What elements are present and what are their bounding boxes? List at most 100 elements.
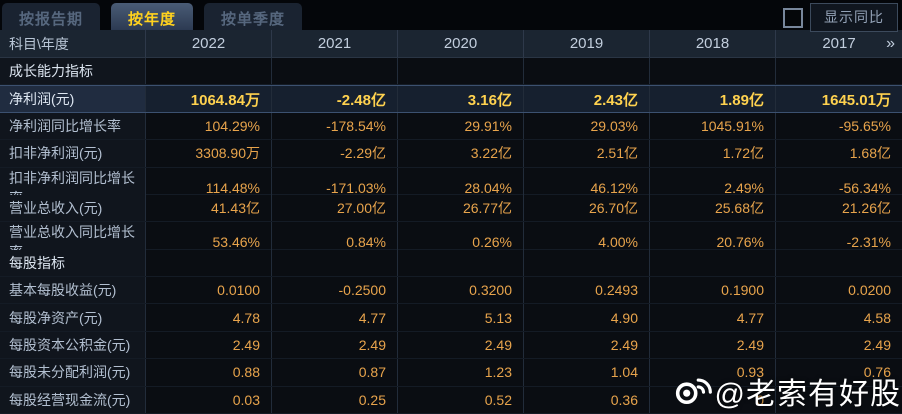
cell-value: 2.51亿 xyxy=(524,140,650,167)
cell-value: 0.3200 xyxy=(398,277,524,304)
cell-value: 20.76% xyxy=(650,222,776,263)
cell-value: -2.48亿 xyxy=(272,86,398,112)
cell-value: 25.68亿 xyxy=(650,194,776,222)
table-row[interactable]: 每股未分配利润(元) 0.88 0.87 1.23 1.04 0.93 0.76 xyxy=(0,359,902,387)
tab-by-year[interactable]: 按年度 xyxy=(111,3,194,30)
section-label: 成长能力指标 xyxy=(0,58,146,85)
cell-value: 53.46% xyxy=(146,222,272,263)
cell-value: -95.65% xyxy=(838,117,891,134)
row-label: 每股未分配利润(元) xyxy=(0,359,146,386)
table-row[interactable]: 基本每股收益(元) 0.0100 -0.2500 0.3200 0.2493 0… xyxy=(0,277,902,305)
cell-value xyxy=(776,387,902,413)
cell-value: 4.90 xyxy=(524,304,650,331)
cell-value: 1045.91% xyxy=(650,112,776,140)
cell-value: 0.2493 xyxy=(524,277,650,304)
cell-value: 0.1900 xyxy=(650,277,776,304)
cell-value: 21.26亿 xyxy=(841,200,891,217)
cell-value: 114.48% xyxy=(146,167,272,208)
cell-value: 41.43亿 xyxy=(146,194,272,222)
cell-value: 0 xyxy=(650,386,776,413)
cell-value: 1.68亿 xyxy=(849,145,891,162)
cell-value: 0.76 xyxy=(863,364,891,381)
table-row[interactable]: 扣非净利润同比增长率 114.48% -171.03% 28.04% 46.12… xyxy=(0,167,902,208)
col-header-2022: 2022 xyxy=(146,30,272,57)
cell-value: 5.13 xyxy=(398,304,524,331)
cell-value: 1.23 xyxy=(398,359,524,386)
cell-value: -0.2500 xyxy=(272,277,398,304)
cell-value: 0.0100 xyxy=(146,277,272,304)
cell-value: 0.87 xyxy=(272,359,398,386)
row-label: 基本每股收益(元) xyxy=(0,277,146,304)
show-yoy-label[interactable]: 显示同比 xyxy=(810,3,898,32)
cell-value: 4.58 xyxy=(863,309,891,326)
cell-value: 0.03 xyxy=(146,386,272,413)
cell-value: 1645.01万 xyxy=(821,91,891,109)
cell-value: 26.77亿 xyxy=(398,194,524,222)
corner-header: 科目\年度 xyxy=(0,30,146,57)
scroll-more-years-icon[interactable]: » xyxy=(886,34,895,52)
cell-value: 0.25 xyxy=(272,386,398,413)
cell-value: 2.49 xyxy=(398,331,524,359)
row-label: 净利润(元) xyxy=(0,86,146,112)
col-header-2021: 2021 xyxy=(272,30,398,57)
row-label: 每股资本公积金(元) xyxy=(0,331,146,359)
cell-value: 2.49 xyxy=(863,336,891,353)
cell-value: 0.52 xyxy=(398,386,524,413)
table-row[interactable]: 净利润同比增长率 104.29% -178.54% 29.91% 29.03% … xyxy=(0,112,902,141)
cell-value: 0.88 xyxy=(146,359,272,386)
col-header-2017-label: 2017 xyxy=(822,35,856,52)
cell-value: 29.91% xyxy=(398,112,524,140)
cell-value: 46.12% xyxy=(524,167,650,208)
cell-value: 3308.90万 xyxy=(146,140,272,167)
table-row[interactable]: 营业总收入(元) 41.43亿 27.00亿 26.77亿 26.70亿 25.… xyxy=(0,194,902,223)
cell-value: 29.03% xyxy=(524,112,650,140)
row-label: 每股净资产(元) xyxy=(0,304,146,331)
section-label: 每股指标 xyxy=(0,249,146,276)
table-row: 成长能力指标 xyxy=(0,58,902,86)
period-tab-bar: 按报告期 按年度 按单季度 显示同比 xyxy=(0,0,902,32)
table-row[interactable]: 扣非净利润(元) 3308.90万 -2.29亿 3.22亿 2.51亿 1.7… xyxy=(0,140,902,168)
cell-value: 1.72亿 xyxy=(650,140,776,167)
row-label: 净利润同比增长率 xyxy=(0,112,146,140)
cell-value: 4.78 xyxy=(146,304,272,331)
table-row[interactable]: 每股经营现金流(元) 0.03 0.25 0.52 0.36 0 xyxy=(0,386,902,414)
cell-value: 2.49 xyxy=(650,331,776,359)
cell-value: -2.31% xyxy=(846,234,891,251)
cell-value: 0.26% xyxy=(398,222,524,263)
cell-value: 104.29% xyxy=(146,112,272,140)
table-row[interactable]: 每股净资产(元) 4.78 4.77 5.13 4.90 4.77 4.58 xyxy=(0,304,902,332)
cell-value: 2.43亿 xyxy=(524,86,650,112)
cell-value: 0.93 xyxy=(650,359,776,386)
table-header-row: 科目\年度 2022 2021 2020 2019 2018 2017 » xyxy=(0,30,902,58)
cell-value: 26.70亿 xyxy=(524,194,650,222)
yoy-control-group: 显示同比 xyxy=(783,3,898,32)
table-row[interactable]: 营业总收入同比增长率 53.46% 0.84% 0.26% 4.00% 20.7… xyxy=(0,222,902,263)
cell-value: 2.49 xyxy=(524,331,650,359)
cell-value: -56.34% xyxy=(838,179,891,196)
cell-value: 0.84% xyxy=(272,222,398,263)
cell-value: 4.00% xyxy=(524,222,650,263)
cell-value: 27.00亿 xyxy=(272,194,398,222)
tab-by-report-period[interactable]: 按报告期 xyxy=(2,3,101,30)
row-label: 营业总收入(元) xyxy=(0,194,146,222)
col-header-2018: 2018 xyxy=(650,30,776,57)
cell-value: 1.04 xyxy=(524,359,650,386)
cell-value: 2.49 xyxy=(146,331,272,359)
col-header-2020: 2020 xyxy=(398,30,524,57)
cell-value: 3.16亿 xyxy=(398,86,524,112)
cell-value: 3.22亿 xyxy=(398,140,524,167)
table-row[interactable]: 净利润(元) 1064.84万 -2.48亿 3.16亿 2.43亿 1.89亿… xyxy=(0,85,902,113)
col-header-2017: 2017 » xyxy=(776,30,902,57)
tab-by-single-quarter[interactable]: 按单季度 xyxy=(204,3,303,30)
cell-value: 1.89亿 xyxy=(650,86,776,112)
row-label: 每股经营现金流(元) xyxy=(0,386,146,413)
col-header-2019: 2019 xyxy=(524,30,650,57)
cell-value: 1064.84万 xyxy=(146,86,272,112)
table-row[interactable]: 每股资本公积金(元) 2.49 2.49 2.49 2.49 2.49 2.49 xyxy=(0,331,902,360)
cell-value: -171.03% xyxy=(272,167,398,208)
cell-value: -2.29亿 xyxy=(272,140,398,167)
cell-value: 2.49 xyxy=(272,331,398,359)
show-yoy-checkbox[interactable] xyxy=(783,7,803,28)
cell-value: 28.04% xyxy=(398,167,524,208)
